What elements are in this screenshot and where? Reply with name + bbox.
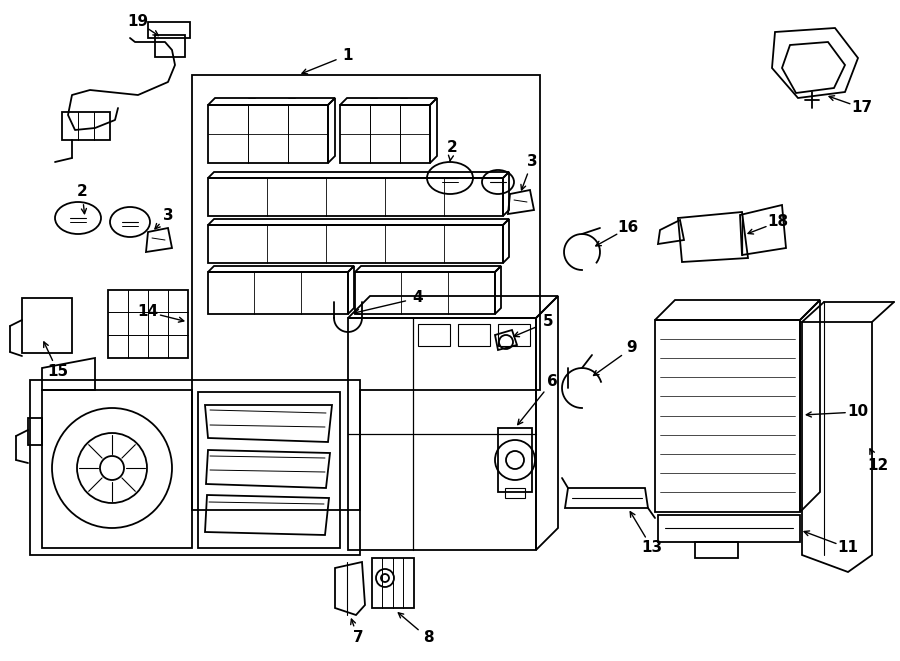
Text: 9: 9 bbox=[626, 340, 637, 356]
Text: 17: 17 bbox=[851, 100, 873, 116]
Text: 7: 7 bbox=[353, 631, 364, 646]
Bar bbox=[108, 290, 188, 358]
Bar bbox=[155, 35, 185, 57]
Text: 14: 14 bbox=[138, 305, 158, 319]
Text: 12: 12 bbox=[868, 457, 888, 473]
Text: 10: 10 bbox=[848, 405, 868, 420]
Bar bbox=[418, 324, 450, 346]
Text: 6: 6 bbox=[546, 375, 557, 389]
Text: 16: 16 bbox=[617, 221, 639, 235]
Bar bbox=[148, 22, 190, 38]
Text: 15: 15 bbox=[48, 364, 68, 379]
Text: 3: 3 bbox=[163, 208, 174, 223]
Text: 3: 3 bbox=[526, 155, 537, 169]
Bar bbox=[498, 324, 530, 346]
Text: 8: 8 bbox=[423, 631, 433, 646]
Text: 5: 5 bbox=[543, 315, 553, 329]
Text: 13: 13 bbox=[642, 541, 662, 555]
Bar bbox=[62, 112, 110, 140]
Text: 19: 19 bbox=[128, 15, 148, 30]
Text: 1: 1 bbox=[343, 48, 353, 63]
Text: 11: 11 bbox=[838, 541, 859, 555]
Bar bbox=[505, 488, 525, 498]
Text: 2: 2 bbox=[76, 184, 87, 200]
Text: 18: 18 bbox=[768, 215, 788, 229]
Bar bbox=[458, 324, 490, 346]
Text: 2: 2 bbox=[446, 141, 457, 155]
Text: 4: 4 bbox=[413, 290, 423, 305]
Bar bbox=[22, 298, 72, 353]
